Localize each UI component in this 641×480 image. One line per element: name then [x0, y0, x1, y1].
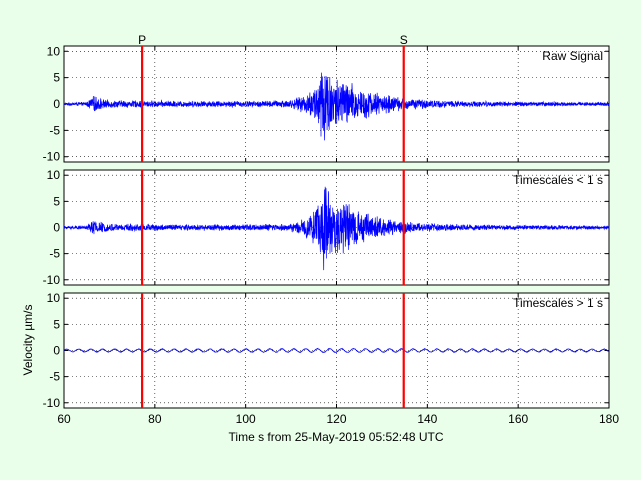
- signal-trace: [63, 72, 610, 141]
- phase-label-p: P: [138, 33, 146, 47]
- x-tick-label: 140: [417, 412, 437, 426]
- y-tick-label: 0: [53, 97, 60, 111]
- x-tick-label: 100: [236, 412, 256, 426]
- y-tick-label: 10: [47, 44, 61, 58]
- x-tick-label: 180: [599, 412, 619, 426]
- y-tick-label: -10: [43, 150, 61, 164]
- panel-1: 10 5 0 -5 -10 P S Raw Signal: [43, 33, 610, 164]
- y-tick-label: -5: [49, 247, 60, 261]
- panel-2: 10 5 0 -5 -10 Timescales < 1 s: [43, 168, 610, 287]
- y-axis-label: Velocity µm/s: [21, 305, 35, 376]
- y-tick-label: 0: [53, 221, 60, 235]
- x-axis-label: Time s from 25-May-2019 05:52:48 UTC: [229, 430, 444, 444]
- y-tick-label: -10: [43, 396, 61, 410]
- panel-title: Timescales > 1 s: [513, 296, 603, 310]
- signal-trace: [63, 186, 610, 271]
- signal-trace: [63, 347, 610, 354]
- panel-title: Raw Signal: [542, 49, 603, 63]
- phase-label-s: S: [400, 33, 408, 47]
- y-tick-label: 10: [47, 291, 61, 305]
- y-tick-label: -5: [49, 123, 60, 137]
- y-tick-label: 5: [53, 194, 60, 208]
- x-tick-label: 120: [326, 412, 346, 426]
- y-tick-label: 5: [53, 71, 60, 85]
- panel-3: 10 5 0 -5 -10 Timescales > 1 s: [43, 291, 610, 410]
- x-tick-label: 160: [508, 412, 528, 426]
- y-tick-label: -5: [49, 370, 60, 384]
- panel-title: Timescales < 1 s: [513, 173, 603, 187]
- y-tick-label: 10: [47, 168, 61, 182]
- y-tick-label: 5: [53, 317, 60, 331]
- x-tick-label: 80: [148, 412, 162, 426]
- x-tick-label: 60: [57, 412, 71, 426]
- y-tick-label: -10: [43, 273, 61, 287]
- y-tick-label: 0: [53, 344, 60, 358]
